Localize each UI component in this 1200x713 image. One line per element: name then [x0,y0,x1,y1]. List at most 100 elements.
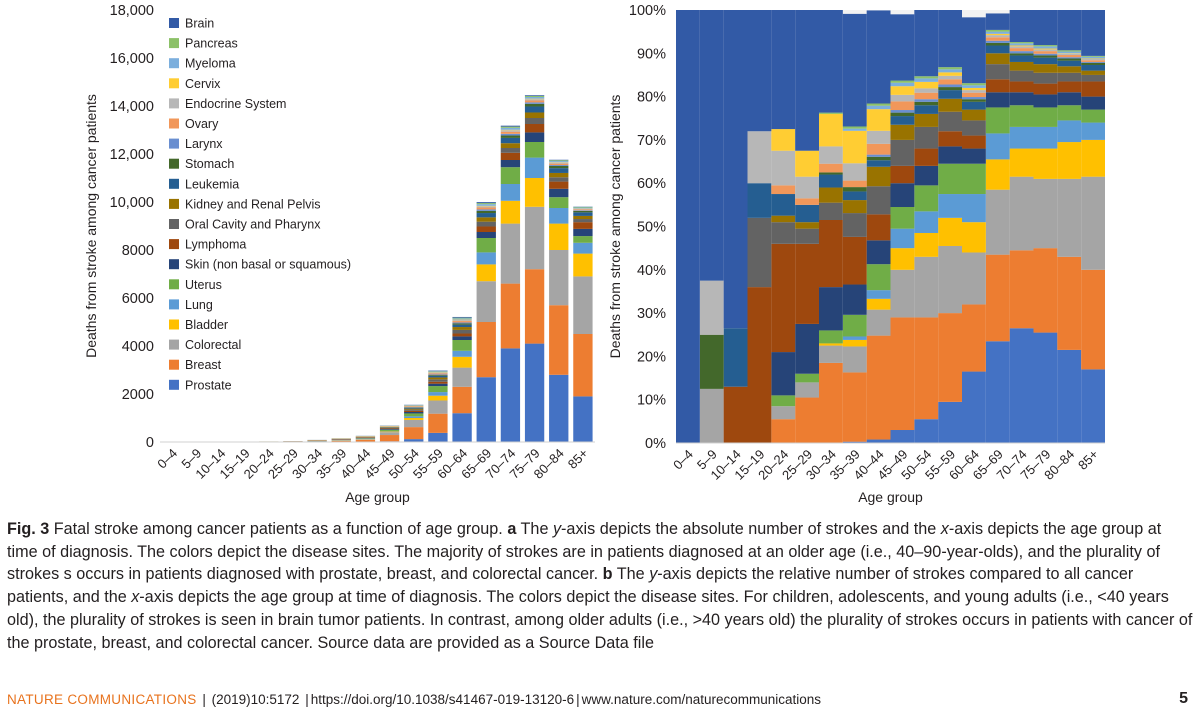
bar-segment-colorectal [404,419,424,428]
legend-swatch [169,178,179,189]
bar-segment-pancreas [938,67,962,70]
bar-segment-endocrine-system [452,320,472,322]
bar-segment-prostate [842,441,867,443]
bar-segment-breast [379,435,400,442]
caption-text: The [520,520,549,538]
y-tick-label: 30% [637,306,666,322]
legend-label: Kidney and Renal Pelvis [185,197,321,211]
bar-segment-brain [500,125,521,127]
bar-segment-leukemia [914,105,939,114]
bar-segment-skin-non-basal-or-squamous- [549,188,569,198]
bar-segment-leukemia [938,90,962,99]
bar-segment-leukemia [452,324,472,328]
bar-segment-skin-non-basal-or-squamous- [379,429,400,430]
bar-segment-ovary [819,163,843,173]
legend-label: Stomach [185,157,234,171]
bar-segment-breast [452,386,472,414]
legend-label: Endocrine System [185,97,286,111]
bar-segment-myeloma [428,371,448,373]
bar-segment-bladder [1057,142,1082,179]
bar-segment-endocrine-system [985,35,1010,38]
bar-segment-colorectal [500,223,521,284]
legend-swatch [169,78,179,89]
bar-segment-myeloma [549,161,569,163]
bar-segment-kidney-and-renal-pelvis [985,53,1010,65]
panel-b-label: b [602,565,613,584]
bar-segment-larynx [890,110,915,113]
bar-segment-prostate [938,401,962,443]
bar-segment-skin-non-basal-or-squamous- [866,240,891,265]
bar-segment-skin-non-basal-or-squamous- [476,232,496,238]
legend-swatch [169,239,179,250]
bar-segment-lymphoma [379,428,400,430]
bar-segment-skin-non-basal-or-squamous- [500,160,521,168]
bar-segment-leukemia [771,194,796,216]
bar-segment-uterus [938,163,962,195]
x-tick-label: 0–4 [154,446,180,472]
bar-segment-colorectal [699,388,724,444]
bar-segment-brain [676,10,700,443]
bar-segment-oral-cavity-and-pharynx [1057,72,1082,82]
bar-segment-myeloma [452,318,472,320]
bar-segment-leukemia [842,191,867,201]
bar-segment-endocrine-system [476,206,496,208]
y-tick-label: 40% [637,263,666,279]
bar-segment-uterus [573,236,593,243]
bar-segment-pancreas [476,203,496,205]
bar-segment-kidney-and-renal-pelvis [1081,70,1105,75]
bar-segment-ovary [500,131,521,134]
bar-segment-endocrine-system [962,90,986,93]
bar-segment-uterus [890,207,915,229]
bar-segment-lung [524,157,545,178]
bar-segment-oral-cavity-and-pharynx [428,379,448,382]
bar-segment-brain [866,10,891,104]
bar-segment-cervix [795,150,819,177]
bar-segment-stomach [452,323,472,325]
bar-segment-prostate [549,374,569,442]
bar-segment-stomach [938,87,962,91]
bar-segment-ovary [842,180,867,188]
website-link[interactable]: www.nature.com/naturecommunications [581,692,822,707]
y-tick-label: 12,000 [110,147,154,163]
bar-segment-stomach [819,172,843,175]
bar-segment-larynx [1033,53,1058,56]
bar-segment-lymphoma [549,181,569,189]
bar-segment-bladder [962,222,986,253]
bar-segment-kidney-and-renal-pelvis [890,124,915,140]
legend-label: Pancreas [185,37,238,51]
bar-segment-skin-non-basal-or-squamous- [890,183,915,208]
bar-segment-breast [549,305,569,375]
bar-segment-breast [890,317,915,431]
legend-swatch [169,219,179,229]
bar-segment-uterus [379,429,400,431]
bar-segment-bladder [524,178,545,207]
bar-segment-cervix [1033,48,1058,50]
bar-segment-brain [476,202,496,204]
bar-segment-myeloma [962,85,986,88]
bar-segment-uterus [819,330,843,344]
bar-segment-oral-cavity-and-pharynx [500,148,521,153]
bar-segment-prostate [500,348,521,442]
bar-segment-prostate [476,377,496,442]
bar-segment-ovary [866,143,891,155]
page-number: 5 [1179,690,1188,707]
caption-title: Fatal stroke among cancer patients as a … [53,520,503,538]
bar-segment-bladder [549,223,569,250]
bar-segment-stomach [1057,58,1082,61]
bar-segment-ovary [452,321,472,323]
doi-link[interactable]: https://doi.org/10.1038/s41467-019-13120… [310,692,575,707]
bar-segment-prostate [914,419,939,443]
bar-segment-leukemia [404,407,424,409]
bar-segment-lymphoma [985,79,1010,93]
chart-b-percent-stacked-bar: 0%10%20%30%40%50%60%70%80%90%100%0–45–91… [607,3,1105,505]
bar-segment-lung [1057,120,1082,143]
caption-italic-y: y [552,520,562,538]
y-tick-label: 18,000 [110,3,154,19]
bar-segment-stomach [962,99,986,102]
bar-segment-endocrine-system [866,130,891,144]
bar-segment-breast [1057,256,1082,350]
bar-segment-leukemia [476,213,496,218]
bar-segment-breast [962,304,986,372]
bar-segment-lung [890,228,915,249]
bar-segment-stomach [573,210,593,213]
